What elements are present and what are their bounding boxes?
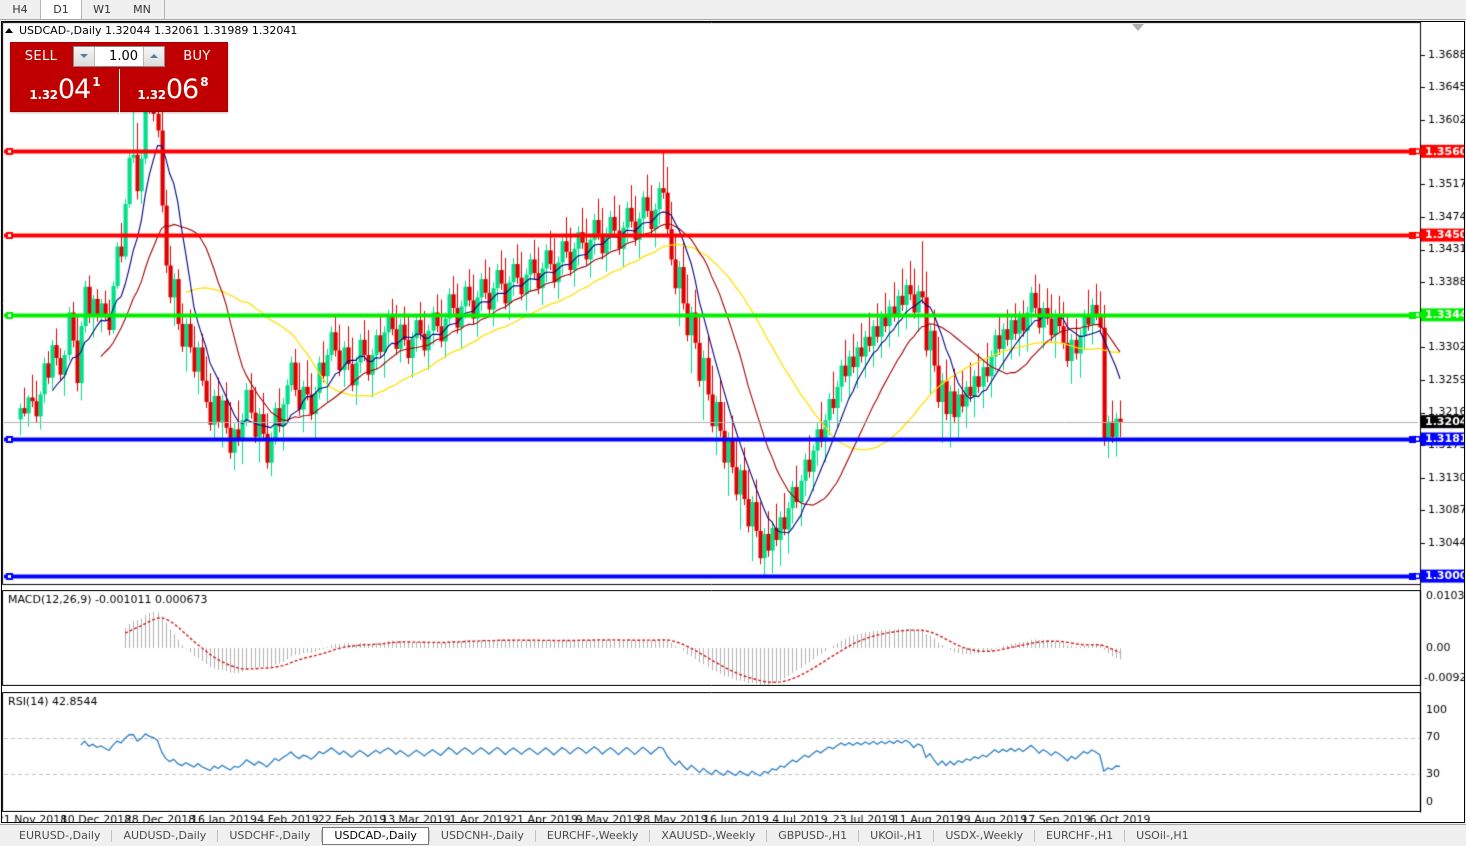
symbol-tab-xauusdweekly[interactable]: XAUUSD-,Weekly bbox=[661, 829, 756, 842]
volume-input[interactable]: 1.00 bbox=[95, 46, 143, 66]
timeframe-button-d1[interactable]: D1 bbox=[40, 0, 82, 19]
symbol-tab-usdchfdaily[interactable]: USDCHF-,Daily bbox=[229, 829, 311, 842]
symbol-tab-gbpusdh1[interactable]: GBPUSD-,H1 bbox=[778, 829, 848, 842]
symbol-tab-eurchfh1[interactable]: EURCHF-,H1 bbox=[1046, 829, 1114, 842]
chevron-up-icon bbox=[150, 54, 158, 58]
chart-collapse-marker-icon[interactable] bbox=[1132, 24, 1144, 31]
buy-button[interactable]: BUY bbox=[183, 48, 211, 64]
chart-expand-icon[interactable] bbox=[5, 28, 13, 33]
chart-title-bar: USDCAD-,Daily 1.32044 1.32061 1.31989 1.… bbox=[5, 24, 297, 37]
volume-stepper[interactable]: 1.00 bbox=[73, 45, 165, 67]
chart-window[interactable]: USDCAD-,Daily 1.32044 1.32061 1.31989 1.… bbox=[1, 21, 1465, 823]
macd-indicator-canvas[interactable] bbox=[2, 590, 1464, 686]
symbol-tab-usdcnhdaily[interactable]: USDCNH-,Daily bbox=[440, 829, 524, 842]
toolbar-separator bbox=[164, 0, 165, 19]
symbol-tab-usdcaddaily[interactable]: USDCAD-,Daily bbox=[322, 826, 429, 845]
symbol-tab-eurchfweekly[interactable]: EURCHF-,Weekly bbox=[546, 829, 639, 842]
tab-separator bbox=[534, 829, 536, 842]
tab-separator bbox=[649, 829, 651, 842]
volume-decrease-button[interactable] bbox=[74, 46, 95, 66]
tab-separator bbox=[933, 829, 935, 842]
timeframe-button-w1[interactable]: W1 bbox=[93, 3, 111, 16]
chevron-down-icon bbox=[80, 54, 88, 58]
sell-price-prefix: 1.32 bbox=[29, 88, 58, 102]
timeframe-button-h4[interactable]: H4 bbox=[12, 3, 28, 16]
tab-separator bbox=[217, 829, 219, 842]
tab-separator bbox=[1034, 829, 1036, 842]
octp-price-row: 1.32 04 1 1.32 06 8 bbox=[11, 69, 227, 113]
tab-separator bbox=[1124, 829, 1126, 842]
buy-price-prefix: 1.32 bbox=[137, 88, 166, 102]
sell-price-button[interactable]: 1.32 04 1 bbox=[11, 69, 119, 111]
tab-separator bbox=[858, 829, 860, 842]
sell-price-fraction: 1 bbox=[92, 75, 101, 89]
tab-separator bbox=[321, 829, 323, 842]
tab-separator bbox=[111, 829, 113, 842]
buy-price-fraction: 8 bbox=[200, 75, 209, 89]
buy-price-main: 06 bbox=[165, 73, 199, 105]
timeframe-button-mn[interactable]: MN bbox=[133, 3, 151, 16]
sell-button[interactable]: SELL bbox=[24, 48, 58, 64]
chart-title-text: USDCAD-,Daily 1.32044 1.32061 1.31989 1.… bbox=[19, 24, 298, 37]
one-click-trading-panel[interactable]: SELL 1.00 BUY 1.32 04 1 1.32 06 8 bbox=[10, 42, 228, 113]
tab-separator bbox=[428, 829, 430, 842]
rsi-indicator-canvas[interactable] bbox=[2, 692, 1464, 812]
symbol-tab-bar: EURUSD-,Daily AUDUSD-,Daily USDCHF-,Daily U… bbox=[0, 824, 1466, 846]
symbol-tab-usoilh1[interactable]: USOil-,H1 bbox=[1136, 829, 1189, 842]
symbol-tab-audusddaily[interactable]: AUDUSD-,Daily bbox=[123, 829, 207, 842]
symbol-tab-eurusddaily[interactable]: EURUSD-,Daily bbox=[19, 829, 101, 842]
buy-price-button[interactable]: 1.32 06 8 bbox=[119, 69, 227, 111]
symbol-tab-ukoilh1[interactable]: UKOil-,H1 bbox=[870, 829, 923, 842]
tab-separator bbox=[766, 829, 768, 842]
octp-header-row: SELL 1.00 BUY bbox=[11, 43, 227, 69]
sell-price-main: 04 bbox=[57, 73, 91, 105]
symbol-tab-usdxweekly[interactable]: USDX-,Weekly bbox=[945, 829, 1024, 842]
timeframe-toolbar: H4 D1 W1 MN bbox=[0, 0, 1466, 20]
volume-increase-button[interactable] bbox=[143, 46, 164, 66]
